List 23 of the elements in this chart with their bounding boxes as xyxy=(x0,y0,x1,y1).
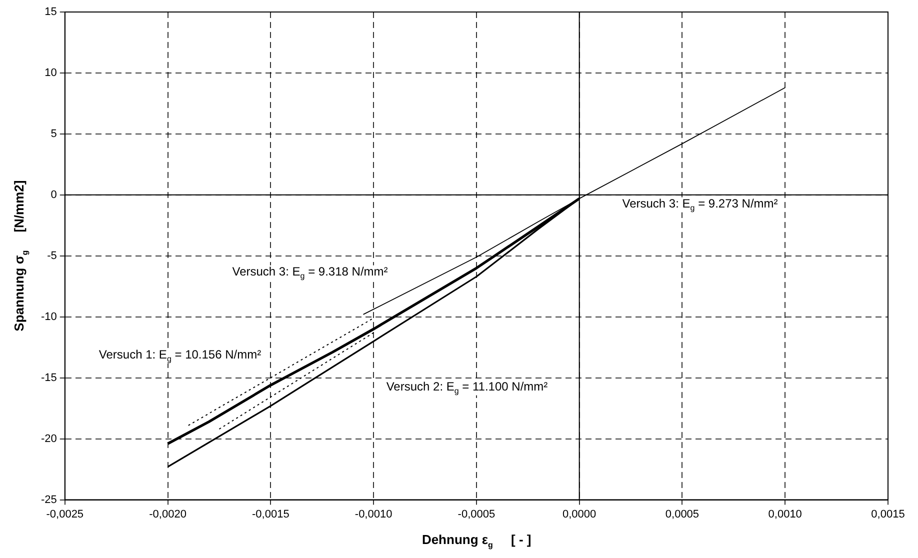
y-tick-label: 5 xyxy=(50,128,57,140)
x-tick-label: -0,0005 xyxy=(458,508,496,520)
text: Dehnung ε$_{g}$ [ - ] xyxy=(422,532,532,550)
x-tick-label: -0,0010 xyxy=(354,508,392,520)
y-tick-label: -20 xyxy=(40,432,57,445)
y-tick-label: -15 xyxy=(40,372,57,384)
x-tick-label: 0,0005 xyxy=(665,508,700,520)
x-tick-label: -0,0025 xyxy=(46,508,84,520)
y-tick-label: -25 xyxy=(40,494,57,506)
annotation: Versuch 3: E$_{g}$ = 9.318 N/mm² xyxy=(232,264,388,281)
y-tick-label: 0 xyxy=(50,188,57,201)
annotation: Versuch 1: E$_{g}$ = 10.156 N/mm² xyxy=(98,347,262,364)
x-tick-label: 0,0010 xyxy=(768,508,802,520)
x-tick-label: 0,0015 xyxy=(871,508,905,520)
x-tick-label: 0,0000 xyxy=(562,508,596,520)
x-tick-label: -0,0015 xyxy=(252,508,290,520)
y-tick-label: 10 xyxy=(44,67,57,80)
annotation: Versuch 2: E$_{g}$ = 11.100 N/mm² xyxy=(386,379,548,396)
x-tick-label: -0,0020 xyxy=(149,508,186,520)
annotation: Versuch 3: E$_{g}$ = 9.273 N/mm² xyxy=(622,196,778,213)
y-tick-label: -10 xyxy=(40,310,57,323)
y-tick-label: 15 xyxy=(44,6,57,18)
y-tick-label: -5 xyxy=(47,250,57,262)
